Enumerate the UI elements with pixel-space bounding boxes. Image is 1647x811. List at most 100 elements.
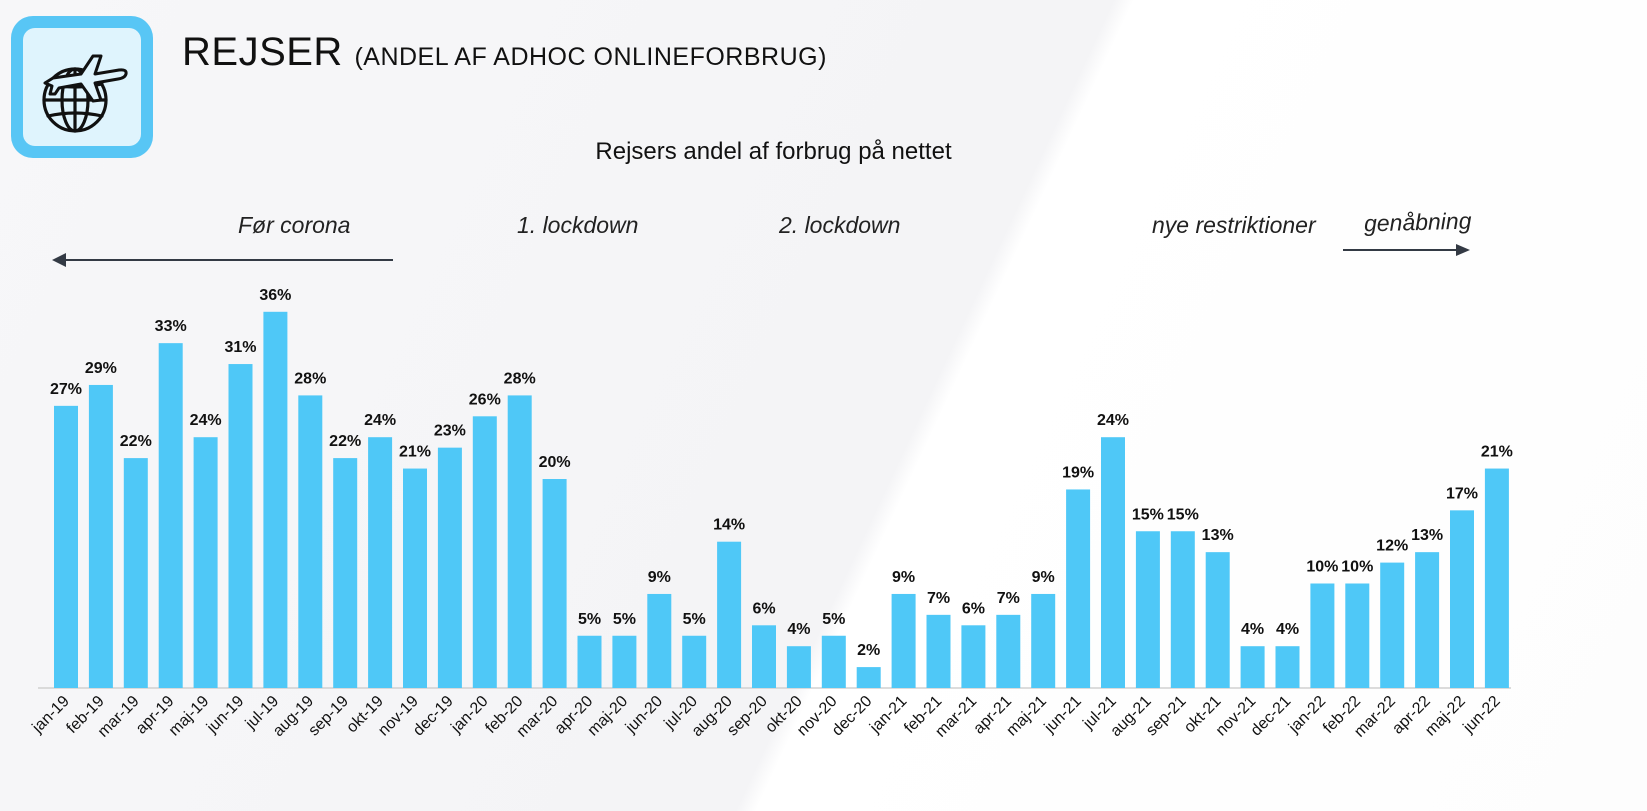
bar-apr-20	[577, 635, 602, 688]
bar-mar-22	[1380, 562, 1405, 688]
bar-value-label: 2%	[857, 642, 880, 659]
bar-value-label: 15%	[1132, 506, 1164, 523]
x-tick-label: maj-21	[1003, 693, 1050, 740]
x-tick-label: sep-21	[1143, 693, 1190, 740]
bar-value-label: 5%	[578, 611, 601, 628]
bar-value-label: 28%	[294, 370, 326, 387]
x-tick-label: jan-21	[866, 693, 910, 737]
arrow-reopening	[1343, 244, 1470, 256]
bar-feb-20	[507, 395, 532, 688]
bar-feb-19	[88, 384, 113, 688]
category-logo	[11, 16, 153, 158]
annotation-lockdown-2: 2. lockdown	[779, 212, 901, 238]
bar-jan-22	[1310, 583, 1335, 688]
bar-nov-19	[403, 468, 427, 688]
x-tick-label: sep-19	[305, 693, 352, 740]
bar-mar-20	[542, 479, 567, 688]
bar-okt-19	[368, 437, 393, 688]
x-tick-label: maj-20	[585, 693, 632, 740]
bar-apr-19	[158, 343, 183, 688]
x-tick-label: maj-22	[1422, 693, 1469, 740]
bar-value-label: 23%	[434, 423, 466, 440]
bar-value-label: 13%	[1411, 527, 1443, 544]
bar-value-label: 21%	[1481, 444, 1513, 461]
x-tick-label: dec-19	[410, 693, 457, 740]
bar-value-label: 12%	[1376, 538, 1408, 555]
bar-value-label: 24%	[364, 412, 396, 429]
bar-value-label: 21%	[399, 444, 431, 461]
bar-value-label: 10%	[1341, 559, 1373, 576]
bar-jul-19	[263, 311, 288, 688]
bar-value-label: 4%	[1276, 621, 1299, 638]
bar-jun-21	[1066, 489, 1091, 688]
bar-maj-21	[1031, 593, 1056, 688]
bar-value-label: 29%	[85, 360, 117, 377]
bar-value-label: 9%	[892, 569, 915, 586]
bar-jan-20	[472, 416, 497, 688]
bar-labels-group: 27%29%22%33%24%31%36%28%22%24%21%23%26%2…	[50, 287, 1513, 659]
x-tick-label: jun-21	[1041, 693, 1085, 737]
bar-value-label: 4%	[787, 621, 810, 638]
arrow-before-corona	[52, 253, 393, 267]
bar-jan-21	[891, 593, 916, 688]
bar-apr-22	[1415, 552, 1440, 688]
bar-value-label: 13%	[1202, 527, 1234, 544]
x-tick-label: maj-19	[166, 693, 213, 740]
bar-feb-21	[926, 614, 951, 688]
bar-mar-19	[123, 458, 148, 688]
x-tick-label: jan-19	[29, 693, 73, 737]
x-tick-label: jun-22	[1460, 693, 1504, 737]
bar-value-label: 19%	[1062, 464, 1094, 481]
bar-value-label: 28%	[504, 370, 536, 387]
logo-background	[23, 28, 141, 146]
bar-aug-21	[1135, 531, 1160, 688]
x-tick-label: dec-21	[1248, 693, 1295, 740]
x-tick-label: jan-20	[447, 693, 491, 737]
annotation-lockdown-1: 1. lockdown	[517, 212, 639, 238]
bar-okt-20	[786, 646, 811, 688]
bar-okt-21	[1205, 552, 1230, 688]
bar-jun-20	[647, 593, 672, 688]
page-title-main: REJSER	[182, 30, 343, 74]
bar-sep-20	[752, 625, 776, 688]
bar-value-label: 22%	[120, 433, 152, 450]
bar-maj-19	[193, 437, 218, 688]
x-tick-label: dec-20	[829, 693, 876, 740]
bar-nov-20	[821, 635, 846, 688]
bar-jul-20	[682, 635, 707, 688]
bar-value-label: 24%	[190, 412, 222, 429]
bar-jun-22	[1484, 468, 1509, 688]
bars-group	[54, 311, 1509, 688]
bar-value-label: 6%	[962, 600, 985, 617]
bar-value-label: 33%	[155, 318, 187, 335]
bar-value-label: 7%	[997, 590, 1020, 607]
bar-aug-20	[717, 541, 742, 688]
bar-maj-22	[1450, 510, 1474, 688]
annotation-before-corona: Før corona	[238, 212, 351, 238]
bar-aug-19	[298, 395, 323, 688]
bar-value-label: 15%	[1167, 506, 1199, 523]
x-tick-label: jan-22	[1285, 693, 1329, 737]
chart-title: Rejsers andel af forbrug på nettet	[595, 138, 952, 165]
bar-feb-22	[1345, 583, 1370, 688]
bar-value-label: 10%	[1306, 559, 1338, 576]
bar-maj-20	[612, 635, 637, 688]
bar-value-label: 4%	[1241, 621, 1264, 638]
bar-value-label: 27%	[50, 381, 82, 398]
x-tick-label: jun-19	[203, 693, 247, 737]
annotation-new-restrictions: nye restriktioner	[1152, 212, 1316, 238]
bar-value-label: 17%	[1446, 485, 1478, 502]
bar-value-label: 6%	[752, 600, 775, 617]
bar-value-label: 9%	[1032, 569, 1055, 586]
globe-airplane-icon	[42, 54, 128, 133]
bar-value-label: 5%	[683, 611, 706, 628]
bar-value-label: 14%	[713, 517, 745, 534]
bar-jul-21	[1101, 437, 1125, 688]
bar-value-label: 5%	[613, 611, 636, 628]
bar-dec-21	[1275, 646, 1300, 688]
page-title: REJSER (ANDEL AF ADHOC ONLINEFORBRUG)	[182, 28, 827, 81]
bar-sep-21	[1170, 531, 1195, 688]
bar-dec-20	[856, 667, 881, 688]
x-tick-label: jun-20	[622, 693, 666, 737]
